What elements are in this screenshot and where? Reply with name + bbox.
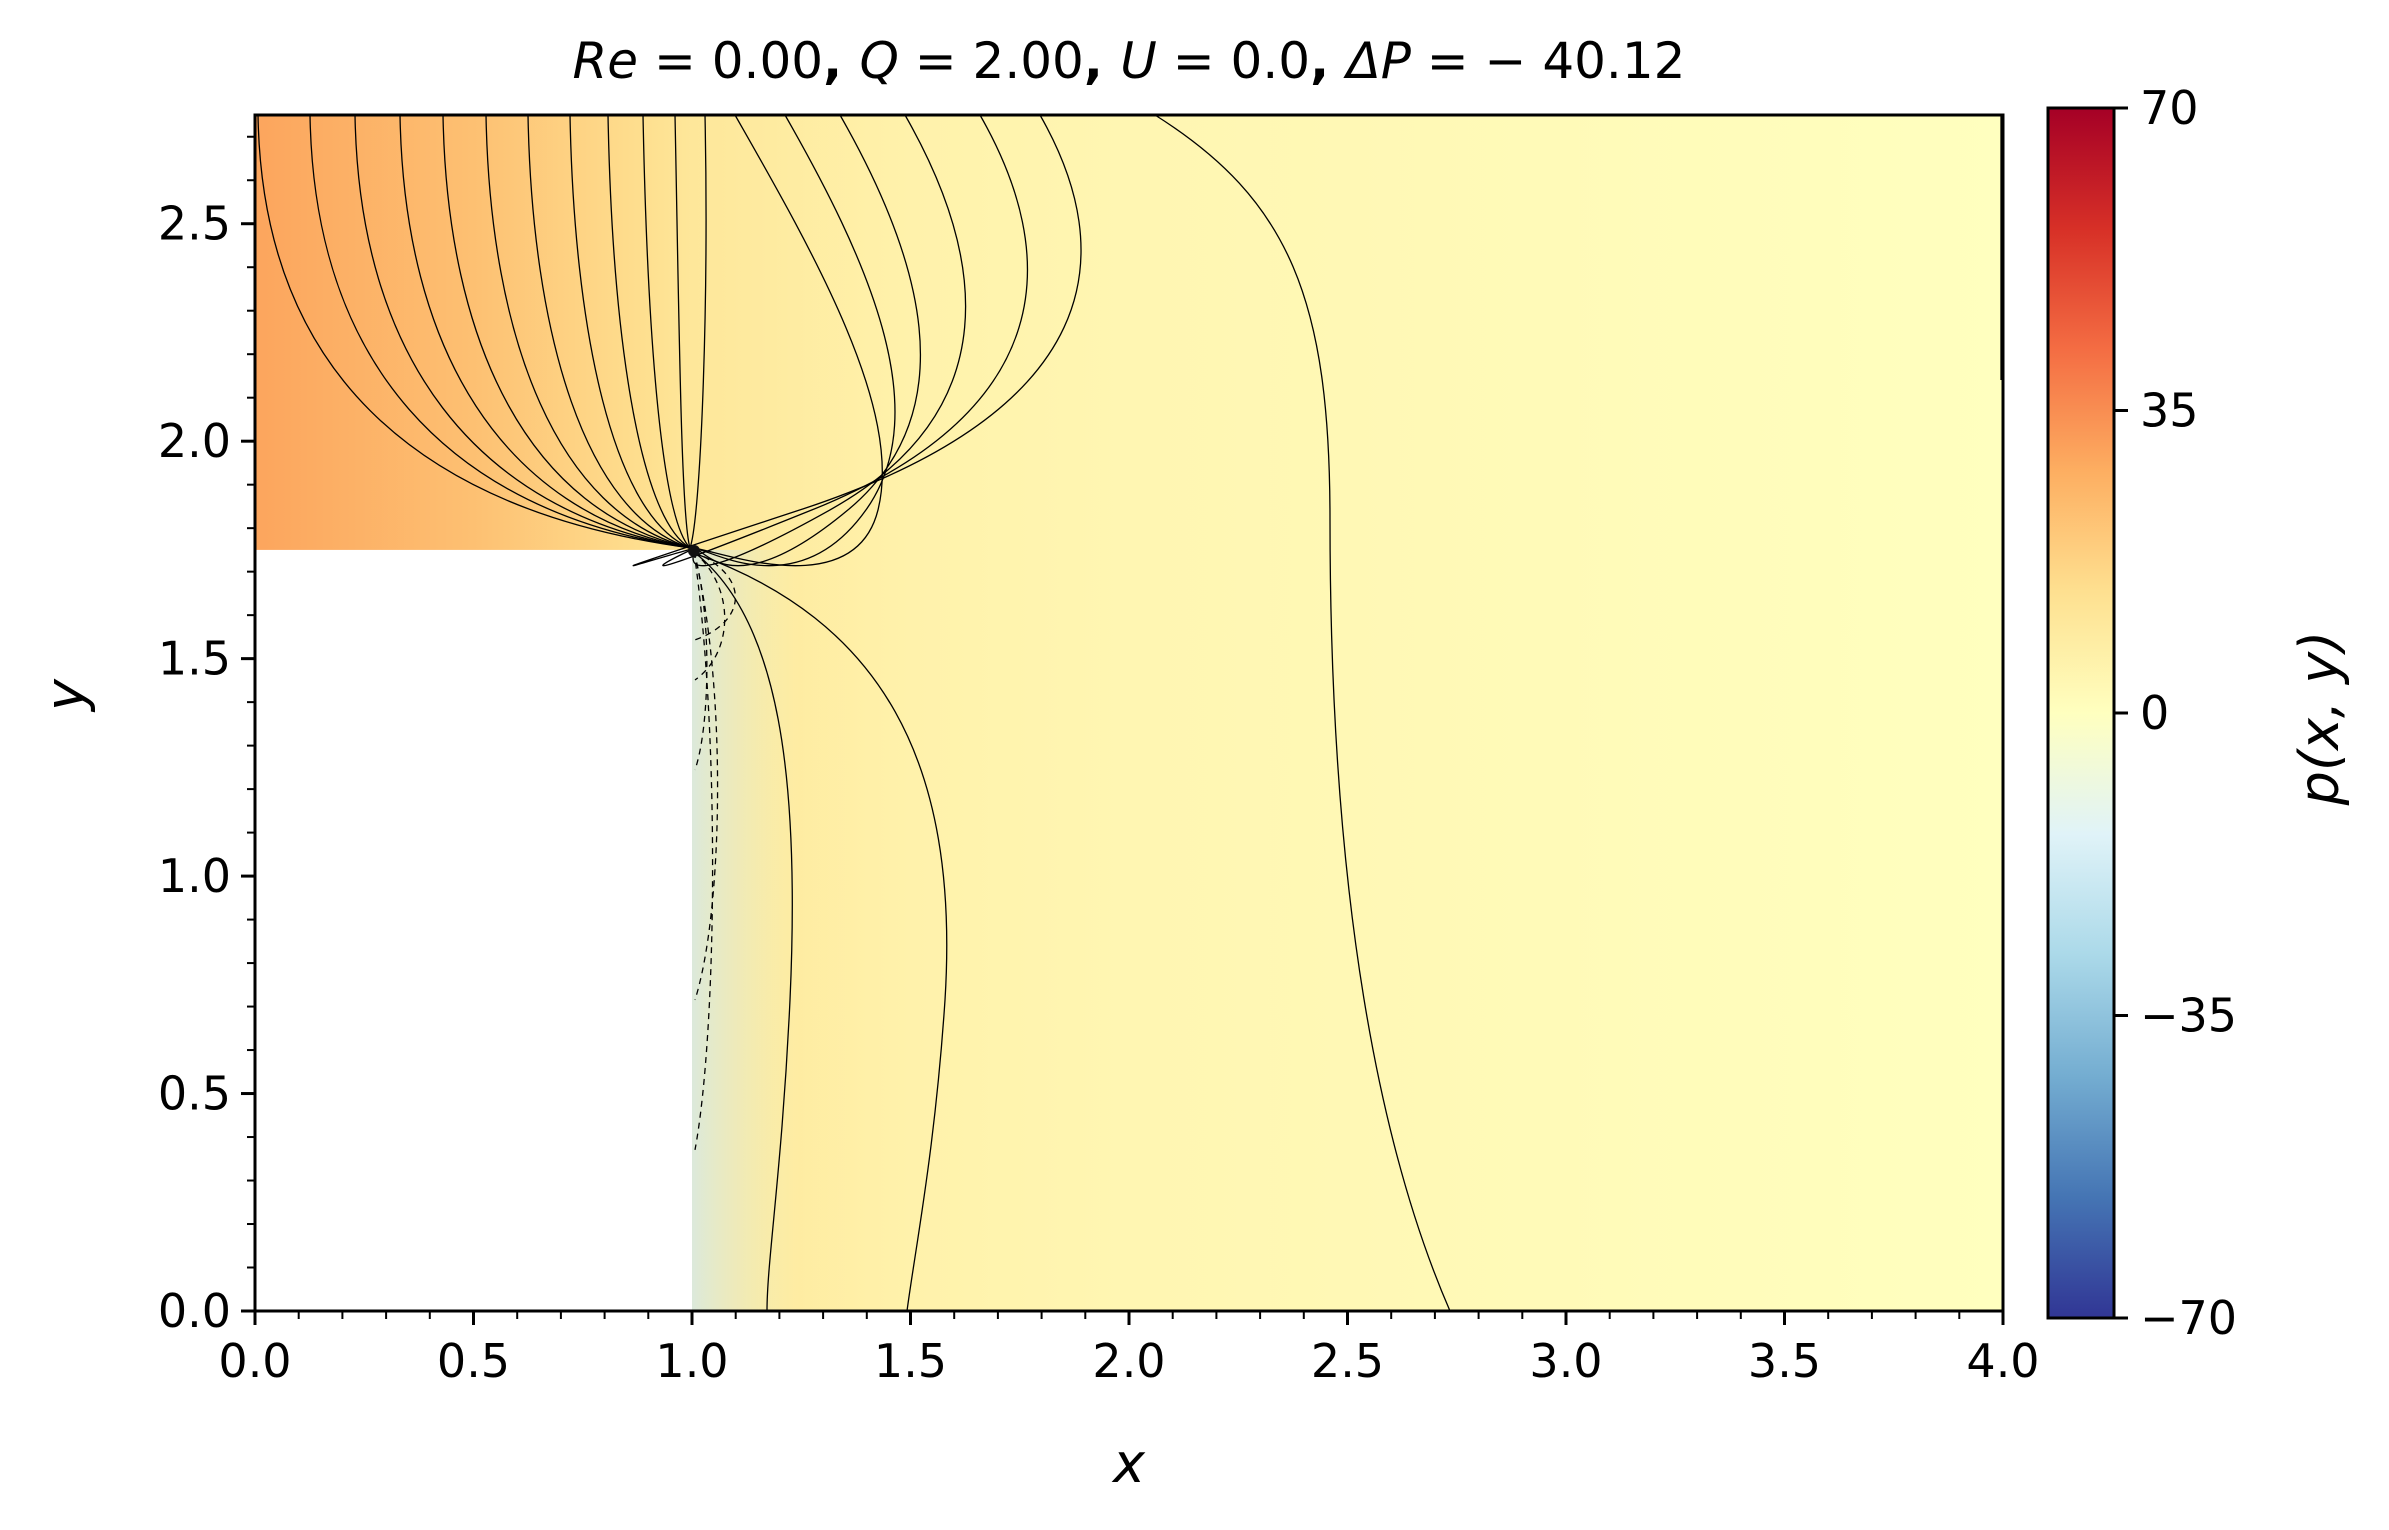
x-tick-label: 3.5 — [1748, 1334, 1821, 1388]
colorbar-tick-label: −35 — [2140, 989, 2237, 1043]
x-tick-label: 1.5 — [874, 1334, 947, 1388]
isobar-line — [695, 553, 948, 1312]
isobar-line — [485, 114, 691, 549]
singularity-point — [688, 544, 700, 557]
title-part: U — [1120, 32, 1157, 90]
x-tick-label: 3.0 — [1529, 1334, 1602, 1388]
isobar-line — [442, 114, 691, 549]
y-axis: 0.0 0.5 1.0 1.5 2.0 2.5 — [158, 135, 255, 1338]
isobar-line — [309, 114, 691, 549]
y-tick-label: 2.5 — [158, 197, 231, 251]
colorbar-tick-label: 0 — [2140, 686, 2169, 740]
isobar-line — [354, 114, 691, 549]
isobar-line — [693, 114, 883, 567]
isobar-line-negative — [693, 551, 726, 681]
isobar-line — [569, 114, 691, 549]
isobar-line — [399, 114, 691, 549]
isobar-line — [642, 114, 691, 549]
title-part: , — [1310, 32, 1346, 90]
isobar-line-negative — [693, 551, 714, 1151]
recirculation-tint — [692, 549, 802, 1311]
isobar-line — [1154, 114, 1451, 1312]
x-tick-label: 0.0 — [218, 1334, 291, 1388]
y-axis-label: y — [34, 678, 97, 713]
isobar-line-negative — [693, 551, 719, 1001]
isobar-line — [693, 114, 896, 567]
isobar-line — [662, 114, 1029, 567]
title-part: Q — [859, 32, 898, 90]
isobar-line — [257, 114, 691, 549]
isobar-line — [632, 114, 1082, 567]
plot-area — [253, 113, 2005, 1313]
colorbar-tick-label: 35 — [2140, 384, 2199, 438]
isobar-contours — [257, 114, 2002, 1312]
chart-title: Re = 0.00, Q = 2.00, U = 0.0, ΔP = − 40.… — [573, 32, 1686, 90]
colorbar-tick-label: 70 — [2140, 81, 2199, 135]
colorbar-gradient — [2046, 106, 2116, 1320]
title-part: = 2.00 — [899, 32, 1084, 90]
title-part: , — [823, 32, 859, 90]
isobar-line — [694, 552, 793, 1312]
x-tick-label: 1.0 — [655, 1334, 728, 1388]
x-tick-label: 0.5 — [437, 1334, 510, 1388]
colorbar-tick-label: −70 — [2140, 1291, 2237, 1345]
y-tick-label: 1.0 — [158, 849, 231, 903]
title-part: ΔP — [1342, 32, 1411, 90]
title-part: = 0.00 — [638, 32, 823, 90]
x-tick-label: 2.0 — [1092, 1334, 1165, 1388]
title-part: Re — [573, 32, 639, 90]
y-tick-label: 2.0 — [158, 414, 231, 468]
title-part: = 0.0 — [1157, 32, 1310, 90]
x-axis-label: x — [1111, 1432, 1146, 1495]
x-tick-label: 4.0 — [1966, 1334, 2039, 1388]
isobar-line — [692, 114, 967, 567]
isobar-line — [689, 114, 707, 549]
title-part: , — [1084, 32, 1120, 90]
colorbar-label: p(x, y) — [2288, 631, 2351, 807]
colorbar-ticks: 70 35 0 −35 −70 — [2114, 81, 2237, 1345]
isobar-line-negative — [693, 551, 736, 641]
colorbar: 70 35 0 −35 −70 p(x, y) — [2046, 81, 2351, 1345]
y-tick-label: 0.5 — [158, 1067, 231, 1121]
isobar-line — [674, 114, 691, 549]
step-obstacle — [255, 549, 692, 1311]
x-tick-label: 2.5 — [1311, 1334, 1384, 1388]
isobar-line — [607, 114, 691, 549]
x-axis: 0.0 0.5 1.0 1.5 2.0 2.5 3.0 3.5 4.0 — [218, 1311, 2040, 1388]
y-tick-label: 1.5 — [158, 632, 231, 686]
isobar-line — [527, 114, 691, 549]
y-tick-label: 0.0 — [158, 1284, 231, 1338]
title-part: = − 40.12 — [1411, 32, 1686, 90]
